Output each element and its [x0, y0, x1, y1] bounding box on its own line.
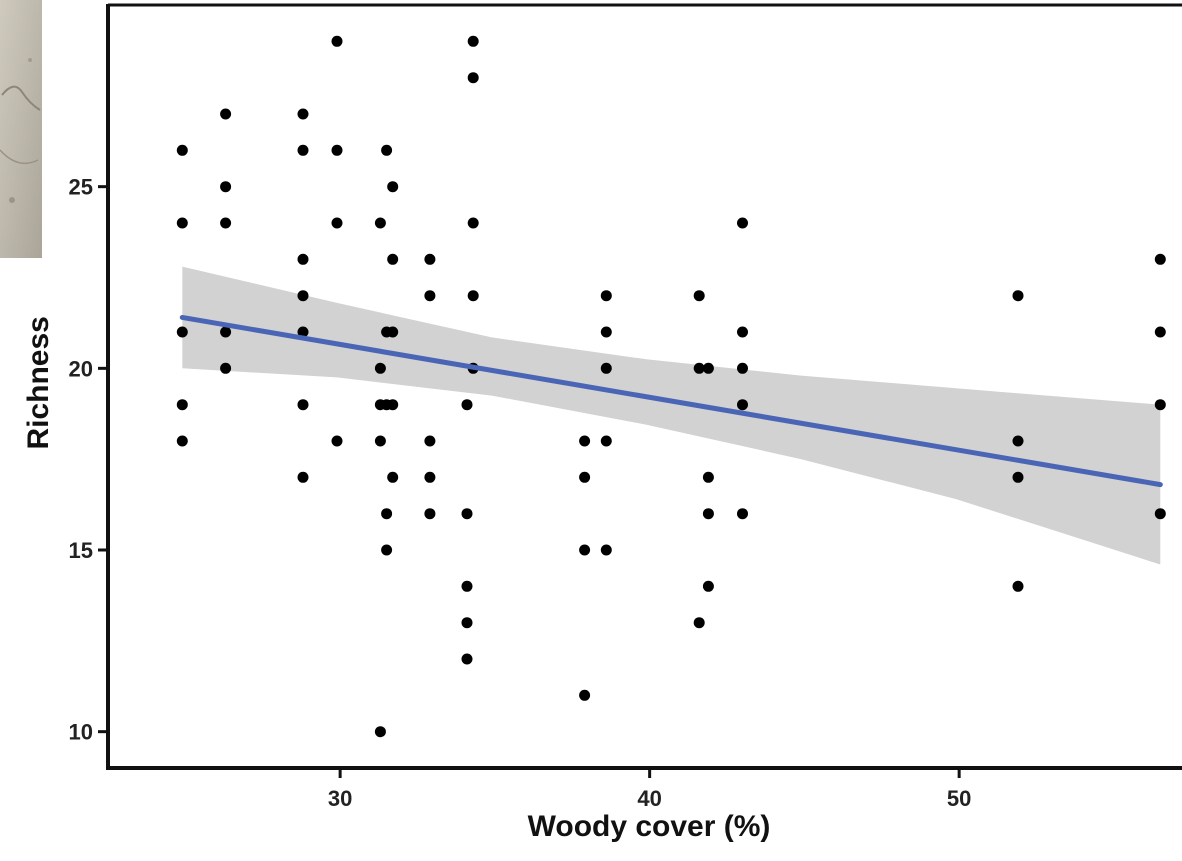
y-tick-label: 15: [69, 538, 93, 563]
x-tick-label: 40: [637, 786, 661, 811]
y-tick-label: 10: [69, 720, 93, 745]
data-point: [693, 362, 705, 374]
data-point: [1154, 253, 1166, 265]
data-point: [1012, 580, 1024, 592]
data-point: [1154, 399, 1166, 411]
x-axis-title: Woody cover (%): [528, 810, 771, 843]
data-point: [424, 290, 436, 302]
data-point: [702, 508, 714, 520]
axis-ticks: 10 15 20 25 30 40 50: [69, 175, 972, 811]
data-point: [737, 508, 748, 520]
data-point: [600, 326, 612, 338]
data-point: [387, 326, 399, 338]
data-point: [424, 435, 436, 447]
data-point: [381, 144, 393, 156]
data-point: [737, 362, 748, 374]
data-point: [176, 217, 188, 229]
data-point: [387, 471, 399, 483]
data-point: [737, 217, 748, 229]
data-point: [297, 290, 309, 302]
data-point: [387, 181, 399, 193]
data-point: [600, 544, 612, 556]
data-point: [467, 217, 479, 229]
data-point: [461, 399, 473, 411]
data-point: [693, 617, 705, 629]
y-tick-label: 20: [69, 356, 93, 381]
x-tick-label: 50: [947, 786, 971, 811]
data-point: [461, 508, 473, 520]
data-point: [702, 580, 714, 592]
data-point: [1012, 435, 1024, 447]
data-point: [331, 435, 343, 447]
data-point: [600, 362, 612, 374]
data-point: [387, 253, 399, 265]
data-point: [297, 399, 309, 411]
data-point: [1154, 326, 1166, 338]
data-point: [387, 399, 399, 411]
data-point: [381, 508, 393, 520]
data-point: [176, 326, 188, 338]
data-point: [424, 471, 436, 483]
data-point: [693, 290, 705, 302]
background-photo-fragment: [0, 0, 42, 258]
data-point: [579, 689, 591, 701]
data-point: [579, 471, 591, 483]
data-point: [220, 326, 232, 338]
data-point: [176, 399, 188, 411]
data-points: [176, 35, 1166, 738]
data-point: [297, 144, 309, 156]
data-point: [600, 435, 612, 447]
data-point: [297, 253, 309, 265]
data-point: [600, 290, 612, 302]
data-point: [220, 108, 232, 120]
data-point: [702, 362, 714, 374]
data-point: [461, 653, 473, 665]
confidence-band: [182, 266, 1161, 565]
data-point: [220, 362, 232, 374]
data-point: [374, 726, 386, 738]
data-point: [424, 508, 436, 520]
data-point: [579, 435, 591, 447]
data-point: [331, 144, 343, 156]
data-point: [220, 181, 232, 193]
data-point: [331, 217, 343, 229]
y-axis-title: Richness: [22, 316, 55, 449]
data-point: [467, 72, 479, 84]
data-point: [737, 399, 748, 411]
data-point: [1154, 508, 1166, 520]
data-point: [331, 35, 343, 47]
data-point: [220, 217, 232, 229]
data-point: [176, 435, 188, 447]
data-point: [1012, 471, 1024, 483]
data-point: [176, 144, 188, 156]
regression-line: [179, 314, 1163, 488]
data-point: [297, 326, 309, 338]
data-point: [737, 326, 748, 338]
data-point: [297, 108, 309, 120]
y-tick-label: 25: [69, 175, 93, 200]
data-point: [461, 617, 473, 629]
data-point: [467, 290, 479, 302]
data-point: [381, 544, 393, 556]
x-tick-label: 30: [328, 786, 352, 811]
data-point: [1012, 290, 1024, 302]
data-point: [579, 544, 591, 556]
data-point: [424, 253, 436, 265]
data-point: [467, 35, 479, 47]
data-point: [374, 362, 386, 374]
data-point: [297, 471, 309, 483]
data-point: [702, 471, 714, 483]
data-point: [461, 580, 473, 592]
data-point: [374, 435, 386, 447]
data-point: [374, 217, 386, 229]
